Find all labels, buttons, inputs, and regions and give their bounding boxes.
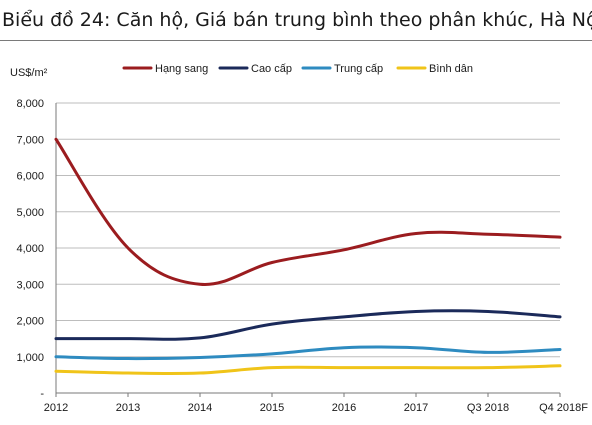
y-tick-label: 1,000: [16, 352, 44, 364]
y-axis-unit-label: US$/m²: [10, 67, 48, 79]
legend-label: Hạng sang: [155, 63, 208, 75]
chart-title: Biểu đồ 24: Căn hộ, Giá bán trung bình t…: [2, 9, 592, 31]
y-tick-label: 5,000: [16, 207, 44, 219]
x-tick-label: 2014: [188, 402, 212, 414]
series-line: [54, 364, 562, 376]
series-lines: [54, 137, 562, 376]
title-divider: [0, 40, 592, 41]
y-tick-label: 8,000: [16, 98, 44, 110]
legend: Hạng sang Cao cấp Trung cấp Bình dân: [122, 63, 473, 75]
y-tick-label: 7,000: [16, 134, 44, 146]
x-tick-label: Q3 2018: [467, 402, 509, 414]
x-tick-label: 2016: [332, 402, 356, 414]
y-tick-labels: - 1,000 2,000 3,000 4,000 5,000 6,000 7,000 8,00…: [16, 98, 44, 400]
series-line: [54, 309, 562, 341]
legend-label: Cao cấp: [251, 63, 292, 75]
legend-label: Trung cấp: [334, 63, 383, 75]
x-tick-label: 2013: [116, 402, 140, 414]
x-tick-labels: 2012 2013 2014 2015 2016 2017 Q3 2018 Q4 2018F: [44, 393, 588, 414]
y-tick-label: 2,000: [16, 316, 44, 328]
series-line: [54, 345, 562, 361]
legend-label: Bình dân: [429, 63, 473, 75]
x-tick-label: 2012: [44, 402, 68, 414]
y-tick-label: -: [40, 388, 44, 400]
axes: [55, 103, 560, 394]
x-tick-label: Q4 2018F: [539, 402, 588, 414]
y-tick-label: 3,000: [16, 279, 44, 291]
x-tick-label: 2015: [260, 402, 284, 414]
y-tick-label: 6,000: [16, 171, 44, 183]
gridlines: [56, 102, 560, 358]
x-tick-label: 2017: [404, 402, 428, 414]
series-line: [54, 137, 562, 286]
y-tick-label: 4,000: [16, 243, 44, 255]
